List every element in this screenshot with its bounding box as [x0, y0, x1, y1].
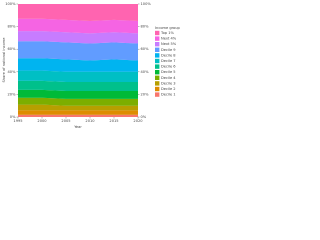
legend-label: Decile 6	[161, 65, 176, 69]
legend-swatch	[155, 92, 160, 97]
area	[18, 114, 138, 117]
x-tick-label: 2015	[109, 119, 118, 123]
legend-label: Decile 4	[161, 76, 176, 80]
legend-swatch	[155, 58, 160, 64]
area	[18, 110, 138, 115]
y2-tick-label: 0%	[141, 115, 147, 119]
legend-swatch	[155, 70, 160, 75]
page: Year Share of national income Income gro…	[0, 0, 196, 132]
area	[18, 31, 138, 44]
area	[18, 41, 138, 61]
legend-label: Decile 8	[161, 53, 176, 57]
area	[18, 58, 138, 72]
y-tick-label: 80%	[8, 25, 17, 29]
legend-swatch	[155, 86, 160, 92]
legend-label: Decile 7	[161, 59, 176, 63]
area	[18, 104, 138, 111]
area	[18, 89, 138, 99]
area	[18, 97, 138, 106]
x-tick-label: 2010	[85, 119, 95, 123]
x-axis-label: Year	[74, 125, 82, 129]
y2-tick-label: 40%	[141, 70, 150, 74]
legend-swatch	[155, 30, 160, 36]
legend-swatch	[155, 64, 160, 69]
y2-tick-label: 100%	[141, 2, 152, 6]
legend-label: Decile 5	[161, 70, 176, 74]
y-tick-label: 100%	[5, 2, 16, 6]
y2-tick-label: 20%	[141, 92, 150, 96]
legend-label: Next 5%	[161, 42, 177, 46]
legend-label: Decile 2	[161, 87, 176, 91]
legend-swatch	[155, 81, 160, 86]
area	[18, 70, 138, 82]
x-tick-label: 2000	[37, 119, 47, 123]
x-tick-label: 2005	[61, 119, 70, 123]
y-tick-label: 40%	[8, 70, 17, 74]
y-axis-label: Share of national income	[2, 37, 6, 83]
y2-tick-label: 80%	[141, 25, 150, 29]
area	[18, 80, 138, 92]
legend-swatch	[155, 36, 160, 41]
legend-title: Income group	[155, 26, 181, 30]
x-tick-label: 2020	[133, 119, 143, 123]
chart: Year Share of national income Income gro…	[0, 0, 196, 132]
y-tick-label: 20%	[8, 92, 17, 96]
area	[18, 4, 138, 21]
y-tick-label: 60%	[8, 47, 17, 51]
legend-label: Next 4%	[161, 37, 177, 41]
x-tick-label: 1995	[13, 119, 22, 123]
legend-label: Decile 1	[161, 93, 176, 97]
legend-label: Decile 3	[161, 81, 176, 85]
legend-swatch	[155, 53, 160, 58]
legend-swatch	[155, 42, 160, 47]
area	[18, 18, 138, 34]
y-tick-label: 0%	[10, 115, 16, 119]
legend-label: Decile 9	[161, 48, 176, 52]
legend-swatch	[155, 47, 160, 52]
legend-swatch	[155, 75, 160, 80]
legend-label: Top 1%	[160, 31, 174, 35]
y2-tick-label: 60%	[141, 47, 150, 51]
